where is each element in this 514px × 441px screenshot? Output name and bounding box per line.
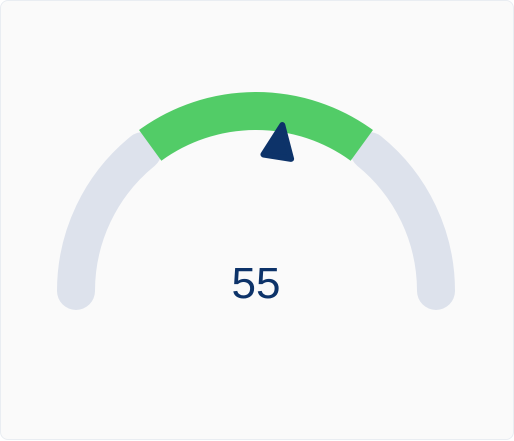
gauge-track-left-segment xyxy=(57,132,162,310)
gauge-value: 55 xyxy=(232,259,281,308)
gauge-highlight-band xyxy=(139,92,373,161)
gauge-needle-pointer xyxy=(260,122,295,162)
gauge-track-right-segment xyxy=(350,132,455,310)
